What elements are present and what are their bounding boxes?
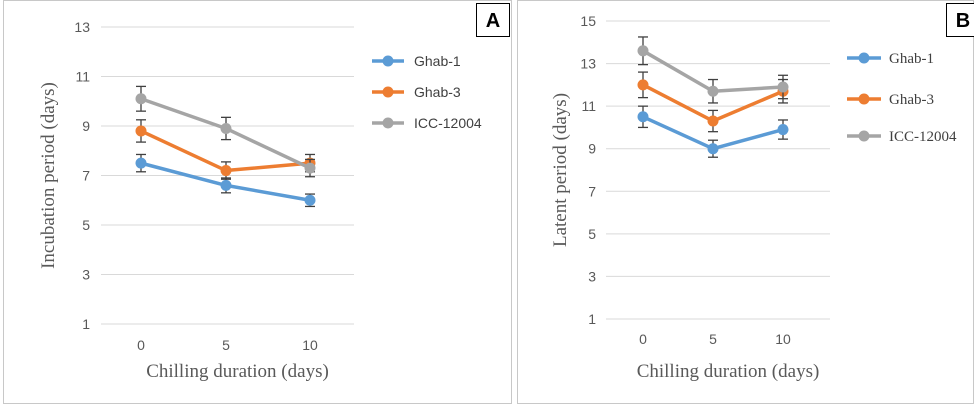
- y-tick-label: 13: [580, 56, 596, 72]
- legend-label: ICC-12004: [414, 115, 482, 131]
- panel-label-a: A: [476, 3, 510, 37]
- legend-label: Ghab-3: [414, 84, 461, 100]
- chart-panel-b: 1 3 5 7 9 11 13 15 0 5 10 Chilling duration (days) L…: [517, 0, 974, 404]
- x-tick-label: 10: [775, 331, 791, 347]
- y-tick-label: 7: [588, 183, 596, 199]
- data-point: [135, 93, 147, 105]
- y-tick-label: 9: [588, 141, 596, 157]
- data-point: [304, 194, 316, 206]
- legend-entry: Ghab-3: [372, 84, 461, 100]
- x-tick-label: 0: [137, 337, 145, 353]
- y-tick-label: 5: [82, 217, 90, 233]
- legend-marker: [858, 52, 870, 64]
- legend-marker: [858, 130, 870, 142]
- series-ghab-1: [637, 105, 789, 158]
- data-point: [777, 81, 789, 93]
- x-tick-label: 5: [222, 337, 230, 353]
- x-tick-label: 5: [709, 331, 717, 347]
- y-tick-label: 11: [75, 69, 90, 85]
- data-point: [637, 45, 649, 57]
- x-axis-title: Chilling duration (days): [146, 361, 329, 382]
- data-point: [220, 179, 232, 191]
- x-tick-label: 0: [639, 331, 647, 347]
- data-point: [777, 124, 789, 136]
- legend-entry: Ghab-1: [847, 51, 934, 67]
- legend-marker: [858, 93, 870, 105]
- y-tick-label: 11: [581, 98, 596, 114]
- y-tick-label: 7: [82, 168, 90, 184]
- y-tick-label: 9: [82, 118, 90, 134]
- panel-label-b: B: [946, 3, 974, 37]
- data-point: [637, 111, 649, 123]
- y-tick-label: 1: [588, 311, 596, 327]
- x-axis-title: Chilling duration (days): [637, 361, 820, 382]
- data-point: [637, 79, 649, 91]
- legend-marker: [382, 86, 394, 98]
- y-axis-title: Latent period (days): [550, 93, 571, 247]
- legend-entry: ICC-12004: [372, 115, 482, 131]
- data-point: [707, 85, 719, 97]
- data-point: [135, 125, 147, 137]
- y-tick-label: 3: [588, 268, 596, 284]
- legend-label: Ghab-1: [414, 53, 461, 69]
- series-icc-12004: [637, 36, 789, 104]
- y-tick-label: 1: [82, 316, 90, 332]
- data-point: [304, 162, 316, 174]
- y-axis-title: Incubation period (days): [38, 82, 59, 269]
- data-point: [135, 157, 147, 169]
- series-icc-12004: [135, 85, 316, 178]
- series-ghab-3: [637, 71, 789, 133]
- legend-label: ICC-12004: [889, 129, 957, 145]
- y-tick-label: 15: [580, 13, 596, 29]
- data-point: [707, 143, 719, 155]
- data-point: [707, 115, 719, 127]
- y-tick-label: 13: [74, 19, 90, 35]
- x-tick-label: 10: [302, 337, 318, 353]
- legend-entry: Ghab-1: [372, 53, 461, 69]
- legend-marker: [382, 55, 394, 67]
- legend-entry: Ghab-3: [847, 92, 934, 108]
- legend-entry: ICC-12004: [847, 129, 957, 145]
- y-tick-label: 3: [82, 267, 90, 283]
- series-ghab-1: [135, 153, 316, 208]
- data-point: [220, 165, 232, 177]
- legend-label: Ghab-1: [889, 51, 934, 67]
- legend-marker: [382, 117, 394, 129]
- legend-label: Ghab-3: [889, 92, 934, 108]
- y-tick-label: 5: [588, 226, 596, 242]
- data-point: [220, 122, 232, 134]
- chart-panel-a: 1 3 5 7 9 11 13 0 5 10 Chilling duration (days) Inc…: [3, 0, 512, 404]
